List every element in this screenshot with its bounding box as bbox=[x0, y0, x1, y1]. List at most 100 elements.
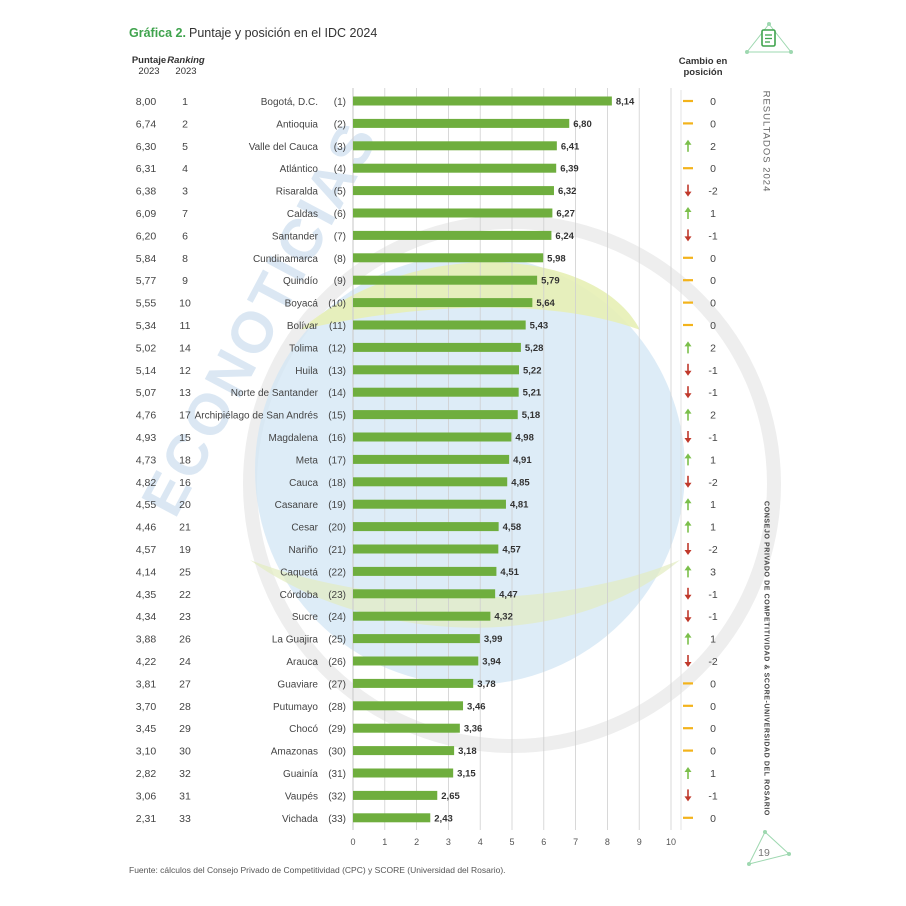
department-rank: (7) bbox=[334, 231, 346, 242]
puntaje-2023-value: 2,31 bbox=[136, 813, 157, 825]
position-change-value: 0 bbox=[710, 253, 716, 265]
bar bbox=[353, 141, 557, 151]
header-ranking-label: Ranking bbox=[167, 55, 205, 66]
ranking-2023-value: 3 bbox=[182, 186, 188, 198]
bar bbox=[353, 298, 533, 308]
bar bbox=[353, 566, 497, 576]
bar bbox=[353, 723, 460, 733]
position-change-value: 0 bbox=[710, 275, 716, 287]
department-rank: (11) bbox=[329, 321, 346, 332]
bar bbox=[353, 544, 499, 554]
department-rank: (4) bbox=[334, 164, 346, 175]
header-puntaje: Puntaje 2023 bbox=[129, 55, 169, 77]
arrow-down-icon-head bbox=[684, 617, 692, 623]
department-name: Bolívar bbox=[287, 321, 319, 332]
department-rank: (24) bbox=[328, 612, 346, 623]
position-change-value: 1 bbox=[710, 454, 716, 466]
department-rank: (32) bbox=[328, 791, 346, 802]
arrow-up-icon-head bbox=[684, 520, 692, 526]
ranking-2023-value: 11 bbox=[180, 320, 191, 332]
position-change-value: -2 bbox=[708, 544, 717, 556]
department-rank: (14) bbox=[328, 388, 346, 399]
department-name: Casanare bbox=[275, 500, 319, 511]
position-change-value: 2 bbox=[710, 141, 716, 153]
bar bbox=[353, 275, 538, 285]
arrow-down-icon-head bbox=[684, 370, 692, 376]
puntaje-2023-value: 3,06 bbox=[136, 790, 157, 802]
ranking-2023-value: 6 bbox=[182, 230, 188, 242]
arrow-down-icon-head bbox=[684, 796, 692, 802]
department-name: Vichada bbox=[282, 814, 318, 825]
department-name: Guaviare bbox=[277, 679, 318, 690]
department-rank: (2) bbox=[334, 119, 346, 130]
position-change-value: -1 bbox=[708, 387, 717, 399]
x-tick-label: 6 bbox=[541, 837, 546, 847]
bar bbox=[353, 230, 552, 240]
position-change-value: 0 bbox=[710, 298, 716, 310]
puntaje-2023-value: 3,81 bbox=[136, 678, 157, 690]
department-rank: (30) bbox=[328, 747, 346, 758]
department-rank: (26) bbox=[328, 657, 346, 668]
bar bbox=[353, 477, 508, 487]
puntaje-2023-value: 4,34 bbox=[136, 611, 157, 623]
department-rank: (8) bbox=[334, 254, 346, 265]
x-tick-label: 9 bbox=[637, 837, 642, 847]
source-note: Fuente: cálculos del Consejo Privado de … bbox=[129, 865, 506, 875]
header-cambio-line2: posición bbox=[683, 67, 723, 78]
bar-value-label: 4,57 bbox=[502, 545, 521, 556]
department-name: Vaupés bbox=[285, 791, 318, 802]
department-name: Córdoba bbox=[280, 590, 319, 601]
bar-value-label: 5,64 bbox=[536, 298, 555, 309]
puntaje-2023-value: 4,57 bbox=[136, 544, 157, 556]
position-change-value: 1 bbox=[710, 499, 716, 511]
bar-value-label: 4,98 bbox=[515, 433, 534, 444]
department-name: Putumayo bbox=[273, 702, 318, 713]
department-name: Norte de Santander bbox=[231, 388, 319, 399]
department-rank: (28) bbox=[328, 702, 346, 713]
chart-title-text: Puntaje y posición en el IDC 2024 bbox=[188, 26, 378, 40]
bar bbox=[353, 522, 499, 532]
bar-value-label: 6,80 bbox=[573, 119, 592, 130]
department-rank: (29) bbox=[328, 724, 346, 735]
position-change-value: 0 bbox=[710, 163, 716, 175]
department-rank: (33) bbox=[328, 814, 346, 825]
position-change-value: 3 bbox=[710, 566, 716, 578]
bar bbox=[353, 589, 496, 599]
bar-value-label: 3,36 bbox=[464, 724, 483, 735]
ranking-2023-value: 17 bbox=[179, 410, 191, 422]
position-change-value: -2 bbox=[708, 186, 717, 198]
x-tick-label: 3 bbox=[446, 837, 451, 847]
arrow-up-icon-head bbox=[684, 453, 692, 459]
department-rank: (20) bbox=[328, 523, 346, 534]
department-rank: (22) bbox=[328, 567, 346, 578]
department-rank: (9) bbox=[334, 276, 346, 287]
ranking-2023-value: 8 bbox=[182, 253, 188, 265]
puntaje-2023-value: 5,07 bbox=[136, 387, 157, 399]
puntaje-2023-value: 4,14 bbox=[136, 566, 157, 578]
puntaje-2023-value: 4,93 bbox=[136, 432, 157, 444]
bar bbox=[353, 634, 480, 644]
bar bbox=[353, 163, 557, 173]
puntaje-2023-value: 6,38 bbox=[136, 186, 157, 198]
puntaje-2023-value: 4,76 bbox=[136, 410, 157, 422]
position-change-value: -2 bbox=[708, 656, 717, 668]
department-rank: (21) bbox=[328, 545, 346, 556]
arrow-up-icon-head bbox=[684, 767, 692, 772]
department-name: Sucre bbox=[292, 612, 319, 623]
bar-value-label: 2,43 bbox=[434, 813, 453, 824]
department-rank: (12) bbox=[328, 343, 346, 354]
puntaje-2023-value: 6,31 bbox=[136, 163, 157, 175]
ranking-2023-value: 28 bbox=[179, 701, 191, 713]
arrow-down-icon-head bbox=[684, 482, 692, 488]
bar bbox=[353, 387, 519, 397]
puntaje-2023-value: 6,74 bbox=[136, 118, 157, 130]
department-rank: (1) bbox=[334, 97, 346, 108]
arrow-down-icon-head bbox=[684, 191, 692, 197]
bar-value-label: 6,39 bbox=[560, 164, 579, 175]
arrow-up-icon-head bbox=[684, 207, 692, 212]
position-change-value: 0 bbox=[710, 746, 716, 758]
position-change-value: 0 bbox=[710, 701, 716, 713]
department-name: Caldas bbox=[287, 209, 318, 220]
puntaje-2023-value: 6,09 bbox=[136, 208, 157, 220]
bar-value-label: 6,24 bbox=[555, 231, 574, 242]
